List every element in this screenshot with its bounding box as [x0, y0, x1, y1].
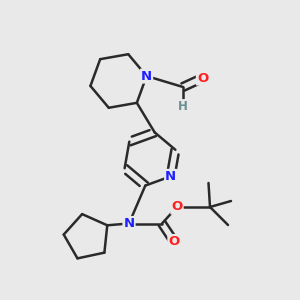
Text: O: O: [197, 71, 208, 85]
Text: N: N: [141, 70, 152, 83]
Text: N: N: [123, 217, 135, 230]
Text: H: H: [178, 100, 188, 113]
Text: O: O: [168, 235, 180, 248]
Text: O: O: [171, 200, 183, 214]
Text: N: N: [165, 170, 176, 183]
